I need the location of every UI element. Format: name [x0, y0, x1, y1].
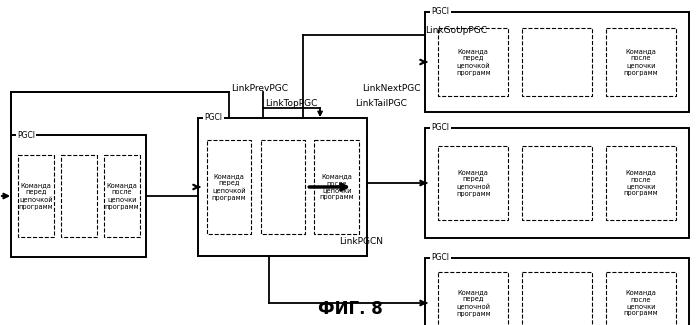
Bar — [522, 146, 592, 220]
Bar — [522, 28, 592, 96]
Text: Команда
перед
цепочной
программ: Команда перед цепочной программ — [456, 289, 491, 317]
Text: Команда
после
цепочки
программ: Команда после цепочки программ — [320, 174, 354, 201]
Text: Команда
после
цепочки
программ: Команда после цепочки программ — [624, 170, 658, 197]
Text: Команда
перед
цепочкой
программ: Команда перед цепочкой программ — [18, 182, 53, 210]
Text: Команда
перед
цепочной
программ: Команда перед цепочной программ — [456, 169, 491, 197]
Text: LinkGoUpPGC: LinkGoUpPGC — [425, 26, 487, 35]
Text: PGCI: PGCI — [431, 7, 450, 17]
Text: LinkPrevPGC: LinkPrevPGC — [232, 84, 288, 93]
Text: PGCI: PGCI — [431, 124, 450, 133]
Bar — [18, 154, 54, 238]
Text: Команда
перед
цепочкой
программ: Команда перед цепочкой программ — [211, 173, 246, 201]
Text: LinkNextPGC: LinkNextPGC — [362, 84, 421, 93]
Bar — [606, 272, 676, 325]
Text: LinkTopPGC: LinkTopPGC — [266, 99, 318, 108]
Text: Команда
после
цепочки
программ: Команда после цепочки программ — [105, 183, 139, 210]
Bar — [438, 146, 508, 220]
Text: Команда
после
цепочки
программ: Команда после цепочки программ — [624, 48, 658, 75]
Bar — [522, 272, 592, 325]
Text: Команда
перед
цепочкой
программ: Команда перед цепочкой программ — [456, 48, 491, 76]
Text: LinkPGCN: LinkPGCN — [339, 237, 383, 246]
Text: PGCI: PGCI — [431, 254, 450, 263]
Bar — [425, 258, 689, 325]
Bar — [11, 135, 147, 257]
Bar — [198, 118, 367, 256]
Bar — [606, 146, 676, 220]
Bar — [207, 140, 251, 234]
Bar — [104, 154, 140, 238]
Text: Команда
после
цепочки
программ: Команда после цепочки программ — [624, 290, 658, 317]
Bar — [260, 140, 305, 234]
Bar — [425, 12, 689, 112]
Text: ФИГ. 8: ФИГ. 8 — [318, 300, 383, 318]
Text: PGCI: PGCI — [205, 113, 222, 123]
Bar — [314, 140, 359, 234]
Bar — [425, 128, 689, 238]
Bar — [606, 28, 676, 96]
Text: PGCI: PGCI — [17, 131, 35, 139]
Text: LinkTailPGC: LinkTailPGC — [355, 99, 408, 108]
Bar — [61, 154, 96, 238]
Bar — [438, 28, 508, 96]
Bar — [438, 272, 508, 325]
